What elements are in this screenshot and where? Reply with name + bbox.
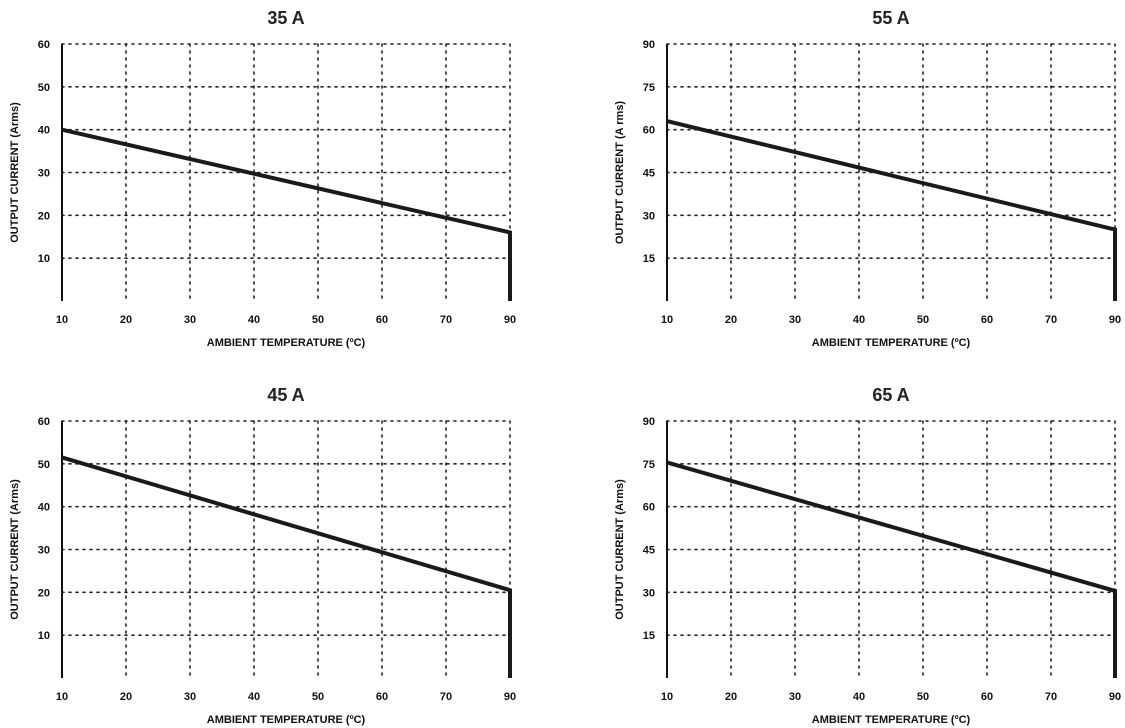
chart-title: 65 A <box>872 385 909 405</box>
x-axis-label: AMBIENT TEMPERATURE (ºC) <box>812 337 971 349</box>
x-tick-label: 40 <box>248 314 260 326</box>
y-axis-label: OUTPUT CURRENT (A rms) <box>614 101 626 245</box>
series-line <box>666 460 1117 678</box>
x-tick-label: 70 <box>1045 691 1057 703</box>
y-tick-label: 20 <box>38 210 50 222</box>
y-tick-label: 30 <box>643 210 655 222</box>
x-tick-label: 60 <box>981 691 993 703</box>
x-axis-label: AMBIENT TEMPERATURE (ºC) <box>207 337 366 349</box>
x-tick-label: 40 <box>853 314 865 326</box>
chart-panel: 45 A 10 20 30 40 50 60 10 20 30 40 50 60 70 90 AMBIENT … <box>9 385 516 726</box>
x-tick-label: 20 <box>120 314 132 326</box>
y-tick-label: 50 <box>38 82 50 94</box>
x-tick-label: 10 <box>56 314 68 326</box>
y-tick-label: 40 <box>38 502 50 514</box>
x-axis-label: AMBIENT TEMPERATURE (ºC) <box>812 714 971 726</box>
y-tick-label: 60 <box>643 502 655 514</box>
x-tick-label: 50 <box>917 314 929 326</box>
y-axis-label: OUTPUT CURRENT (Arms) <box>9 102 21 243</box>
x-tick-label: 70 <box>440 314 452 326</box>
x-tick-label: 40 <box>853 691 865 703</box>
chart-title: 35 A <box>267 8 304 28</box>
x-tick-label: 50 <box>312 314 324 326</box>
y-tick-label: 40 <box>38 125 50 137</box>
x-tick-label: 10 <box>661 691 673 703</box>
x-tick-label: 30 <box>184 691 196 703</box>
series-line <box>61 455 512 678</box>
x-tick-label: 20 <box>725 314 737 326</box>
y-tick-label: 10 <box>38 630 50 642</box>
series-line <box>61 127 512 301</box>
y-tick-label: 60 <box>38 39 50 51</box>
x-tick-label: 20 <box>120 691 132 703</box>
x-tick-label: 60 <box>376 314 388 326</box>
x-tick-label: 70 <box>440 691 452 703</box>
y-axis-label: OUTPUT CURRENT (Arms) <box>9 479 21 620</box>
x-tick-label: 90 <box>504 691 516 703</box>
x-tick-label: 10 <box>661 314 673 326</box>
x-tick-label: 30 <box>789 691 801 703</box>
y-tick-label: 90 <box>643 39 655 51</box>
y-tick-label: 15 <box>643 630 655 642</box>
y-tick-label: 60 <box>38 416 50 428</box>
y-tick-label: 60 <box>643 125 655 137</box>
series-line <box>666 119 1117 301</box>
y-tick-label: 30 <box>38 545 50 557</box>
y-tick-label: 90 <box>643 416 655 428</box>
chart-title: 45 A <box>267 385 304 405</box>
x-tick-label: 90 <box>1109 691 1121 703</box>
y-tick-label: 30 <box>38 168 50 180</box>
y-tick-label: 45 <box>643 545 655 557</box>
x-tick-label: 50 <box>312 691 324 703</box>
y-axis-label: OUTPUT CURRENT (Arms) <box>614 479 626 620</box>
y-tick-label: 15 <box>643 253 655 265</box>
y-tick-label: 20 <box>38 587 50 599</box>
y-tick-label: 75 <box>643 459 655 471</box>
y-tick-label: 50 <box>38 459 50 471</box>
x-axis-label: AMBIENT TEMPERATURE (ºC) <box>207 714 366 726</box>
x-tick-label: 30 <box>184 314 196 326</box>
x-tick-label: 60 <box>981 314 993 326</box>
y-tick-label: 75 <box>643 82 655 94</box>
x-tick-label: 40 <box>248 691 260 703</box>
chart-title: 55 A <box>872 8 909 28</box>
y-tick-label: 10 <box>38 253 50 265</box>
x-tick-label: 50 <box>917 691 929 703</box>
y-tick-label: 30 <box>643 587 655 599</box>
x-tick-label: 90 <box>1109 314 1121 326</box>
x-tick-label: 60 <box>376 691 388 703</box>
x-tick-label: 30 <box>789 314 801 326</box>
x-tick-label: 10 <box>56 691 68 703</box>
x-tick-label: 20 <box>725 691 737 703</box>
chart-panel: 35 A 10 20 30 40 50 60 10 20 30 40 50 60 70 90 AMBIENT … <box>9 8 516 349</box>
x-tick-label: 70 <box>1045 314 1057 326</box>
y-tick-label: 45 <box>643 168 655 180</box>
chart-panel: 65 A 15 30 45 60 75 90 10 20 30 40 50 60 70 90 AMBIENT … <box>614 385 1121 726</box>
chart-panel: 55 A 15 30 45 60 75 90 10 20 30 40 50 60 70 90 AMBIENT … <box>614 8 1121 349</box>
x-tick-label: 90 <box>504 314 516 326</box>
